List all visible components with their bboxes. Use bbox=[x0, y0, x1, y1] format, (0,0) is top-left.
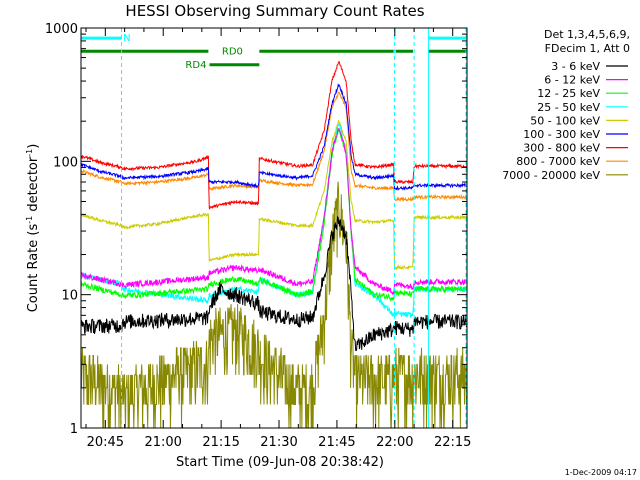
x-tick-label-5: 22:00 bbox=[376, 435, 413, 450]
series-line-2 bbox=[80, 128, 467, 302]
series-line-0 bbox=[80, 215, 468, 352]
legend-label-1: 6 - 12 keV bbox=[544, 74, 600, 87]
series-line-7 bbox=[80, 91, 468, 203]
series-line-5 bbox=[80, 83, 468, 191]
vline-layer bbox=[121, 28, 467, 428]
legend-label-6: 300 - 800 keV bbox=[523, 142, 600, 155]
y-tick-label-3: 1000 bbox=[45, 22, 78, 37]
x-tick-label-2: 21:15 bbox=[202, 435, 239, 450]
x-tick-label-6: 22:15 bbox=[434, 435, 471, 450]
plot-frame bbox=[80, 27, 468, 429]
x-axis: 20:45 21:00 21:15 21:30 21:45 22:00 22:15 bbox=[85, 28, 471, 450]
y-axis: 1 10 100 1000 bbox=[45, 22, 467, 437]
y-axis-label: Count Rate (s-1 detector-1) bbox=[25, 144, 41, 313]
x-tick-label-4: 21:45 bbox=[318, 435, 355, 450]
y-tick-label-1: 10 bbox=[61, 289, 78, 304]
y-tick-label-2: 100 bbox=[53, 155, 78, 170]
legend: Det 1,3,4,5,6,9, FDecim 1, Att 0 3 - 6 k… bbox=[502, 28, 630, 182]
series-line-4 bbox=[80, 119, 468, 271]
x-axis-label: Start Time (09-Jun-08 20:38:42) bbox=[176, 455, 384, 470]
status-bar-label-n: N bbox=[123, 33, 130, 44]
legend-header-line-2: FDecim 1, Att 0 bbox=[545, 42, 630, 55]
legend-label-3: 25 - 50 keV bbox=[537, 101, 600, 114]
legend-header-line-1: Det 1,3,4,5,6,9, bbox=[544, 28, 630, 41]
legend-label-5: 100 - 300 keV bbox=[523, 128, 600, 141]
y-tick-label-0: 1 bbox=[70, 422, 78, 437]
legend-label-4: 50 - 100 keV bbox=[530, 114, 600, 127]
status-bar-label-rd4: RD4 bbox=[185, 60, 206, 71]
status-bar-label-rd0: RD0 bbox=[222, 46, 243, 57]
chart-title: HESSI Observing Summary Count Rates bbox=[125, 2, 424, 20]
legend-label-2: 12 - 25 keV bbox=[537, 87, 600, 100]
series-line-1 bbox=[80, 127, 468, 296]
date-stamp: 1-Dec-2009 04:17 bbox=[565, 468, 637, 477]
legend-label-8: 7000 - 20000 keV bbox=[502, 169, 600, 182]
x-tick-label-3: 21:30 bbox=[260, 435, 297, 450]
series-line-6 bbox=[80, 60, 468, 210]
series-layer bbox=[80, 60, 468, 429]
x-tick-label-0: 20:45 bbox=[87, 435, 124, 450]
x-tick-label-1: 21:00 bbox=[144, 435, 181, 450]
legend-label-7: 800 - 7000 keV bbox=[516, 155, 600, 168]
legend-label-0: 3 - 6 keV bbox=[551, 60, 600, 73]
status-layer: N RD0 RD4 bbox=[81, 33, 467, 71]
series-line-8 bbox=[80, 181, 468, 429]
